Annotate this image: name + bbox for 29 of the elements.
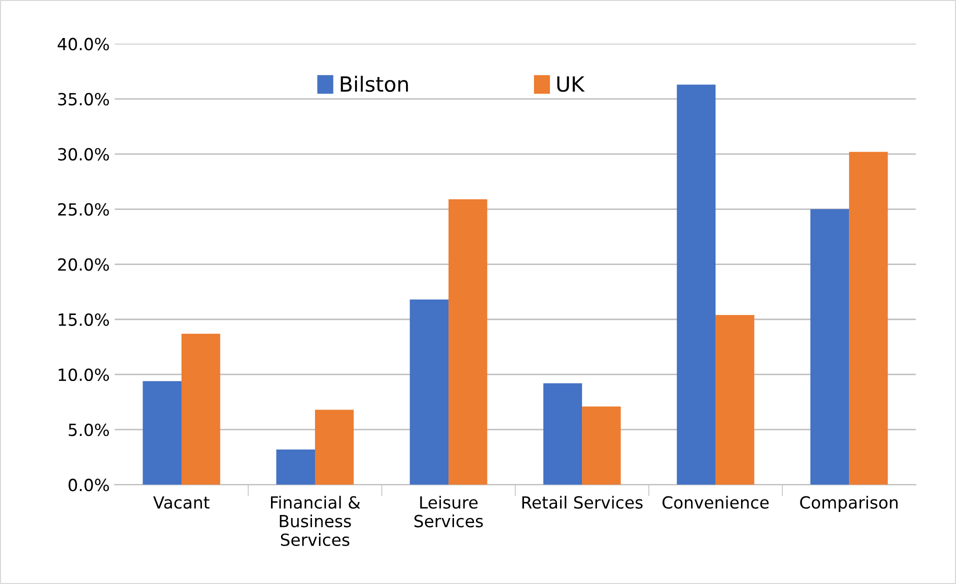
- y-tick-label: 35.0%: [58, 92, 109, 106]
- legend-label: UK: [557, 76, 585, 92]
- bar: [448, 199, 488, 485]
- y-tick-label: 0.0%: [68, 478, 109, 492]
- bar: [276, 449, 315, 485]
- x-tick-label: Financial & Business Services: [271, 496, 360, 546]
- bar: [410, 300, 449, 485]
- y-tick-label: 30.0%: [58, 148, 109, 161]
- y-tick-label: 5.0%: [68, 424, 109, 436]
- y-tick-label: 40.0%: [58, 38, 109, 50]
- bar: [716, 314, 754, 485]
- y-tick-label: 10.0%: [58, 368, 109, 382]
- bar: [543, 383, 582, 485]
- x-tick-label: Retail Services: [522, 496, 643, 509]
- bar: [181, 334, 220, 485]
- x-tick-label: Convenience: [662, 496, 769, 509]
- x-tick-label: Comparison: [800, 496, 898, 512]
- bar: [315, 410, 354, 485]
- y-tick-label: 15.0%: [58, 313, 109, 326]
- bar: [810, 209, 850, 485]
- x-tick-label: Leisure Services: [414, 496, 483, 528]
- bar: [142, 381, 182, 485]
- bar: [582, 406, 621, 485]
- bar: [676, 84, 716, 485]
- legend-label: Bilston: [340, 76, 408, 92]
- bar: [849, 152, 888, 485]
- y-tick-label: 25.0%: [58, 203, 109, 216]
- y-tick-label: 20.0%: [58, 258, 109, 271]
- x-tick-label: Vacant: [153, 496, 210, 509]
